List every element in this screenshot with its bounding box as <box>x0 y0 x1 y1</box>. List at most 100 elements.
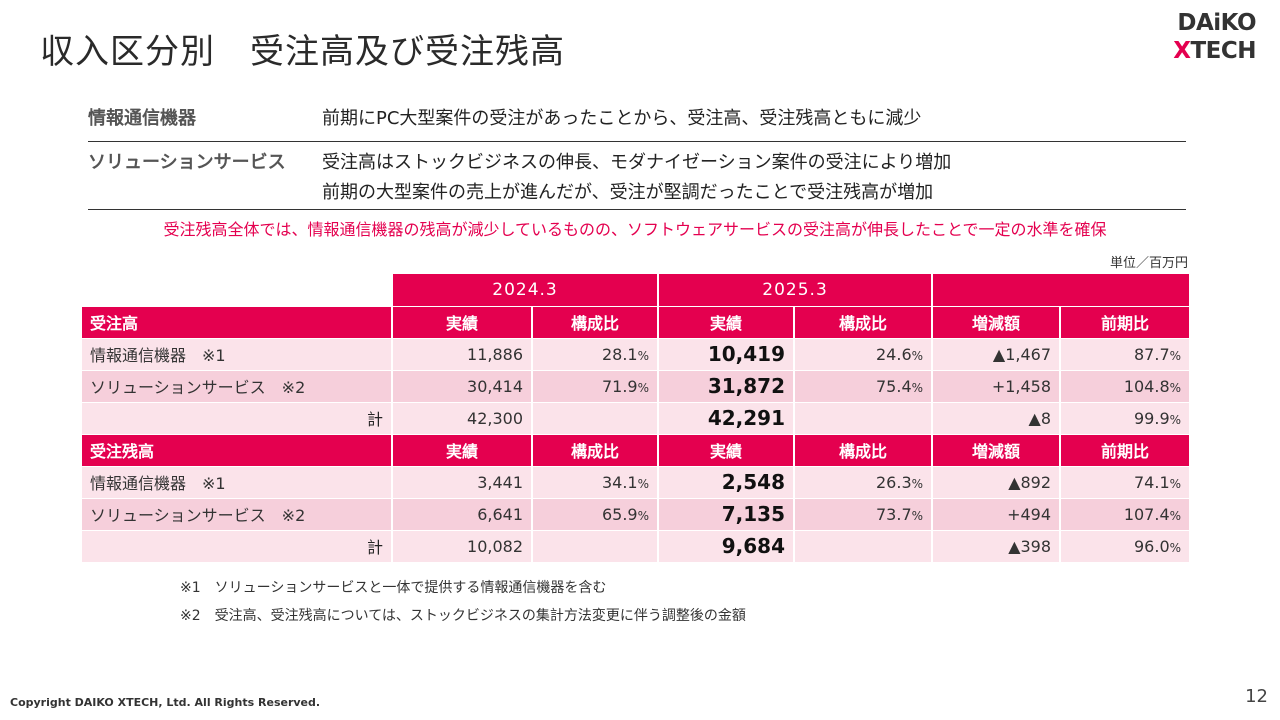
table-row: 情報通信機器 ※1 11,886 28.1% 10,419 24.6% ▲1,467 87.… <box>82 338 1192 371</box>
yoy-ratio: 87.7% <box>1060 338 1192 371</box>
company-logo: DAiKO XTECH <box>1160 10 1256 66</box>
percent-sign: % <box>637 508 650 523</box>
change-amount: +1,458 <box>932 370 1062 403</box>
ratio-2024-value: 65.9 <box>601 504 638 524</box>
footnote-1: ※1 ソリューションサービスと一体で提供する情報通信機器を含む <box>180 580 607 596</box>
yoy-ratio-value: 99.9 <box>1134 408 1170 428</box>
percent-sign: % <box>637 348 650 363</box>
yoy-ratio: 107.4% <box>1060 498 1192 531</box>
section-title: 受注高 <box>82 306 393 339</box>
yoy-ratio: 104.8% <box>1060 370 1192 403</box>
col-actual-2024: 実績 <box>392 434 533 467</box>
percent-sign: % <box>1169 476 1182 491</box>
ratio-2025 <box>794 530 934 563</box>
year-2025-header: 2025.3 <box>658 274 934 307</box>
summary-line: 受注高はストックビジネスの伸長、モダナイゼーション案件の受注により増加 <box>322 152 952 173</box>
table-row: 情報通信機器 ※1 3,441 34.1% 2,548 26.3% ▲892 74.1% <box>82 466 1192 499</box>
col-change: 増減額 <box>932 306 1062 339</box>
section-header-row: 受注残高 実績 構成比 実績 構成比 増減額 前期比 <box>82 434 1192 467</box>
actual-2024: 10,082 <box>392 530 533 563</box>
change-amount: ▲8 <box>932 402 1062 435</box>
ratio-2024 <box>532 402 660 435</box>
year-2024-header: 2024.3 <box>392 274 660 307</box>
col-ratio-2025: 構成比 <box>794 434 934 467</box>
ratio-2024-value: 71.9 <box>601 376 638 396</box>
row-label: 計 <box>82 530 393 563</box>
row-label: 計 <box>82 402 393 435</box>
footnotes: ※1 ソリューションサービスと一体で提供する情報通信機器を含む ※2 受注高、受… <box>180 574 746 630</box>
col-actual-2025: 実績 <box>658 434 796 467</box>
col-actual-2024: 実績 <box>392 306 533 339</box>
ratio-2024-value: 34.1 <box>601 472 638 492</box>
table-row: ソリューションサービス ※2 30,414 71.9% 31,872 75.4% +1,4… <box>82 370 1192 403</box>
percent-sign: % <box>911 508 924 523</box>
table-row: 計 10,082 9,684 ▲398 96.0% <box>82 530 1192 563</box>
actual-2024: 11,886 <box>392 338 533 371</box>
summary-line: 前期にPC大型案件の受注があったことから、受注高、受注残高ともに減少 <box>322 108 922 129</box>
col-yoy: 前期比 <box>1060 434 1192 467</box>
ratio-2025: 73.7% <box>794 498 934 531</box>
summary-text: 受注高はストックビジネスの伸長、モダナイゼーション案件の受注により増加 前期の大… <box>322 148 951 208</box>
ratio-2024: 71.9% <box>532 370 660 403</box>
ratio-2024-value: 28.1 <box>601 344 638 364</box>
yoy-ratio-value: 87.7 <box>1134 344 1170 364</box>
summary-row-solution: ソリューションサービス 受注高はストックビジネスの伸長、モダナイゼーション案件の… <box>88 148 1186 210</box>
actual-2025: 7,135 <box>658 498 796 531</box>
highlight-message: 受注残高全体では、情報通信機器の残高が減少しているものの、ソフトウェアサービスの… <box>163 220 1107 239</box>
yoy-ratio: 74.1% <box>1060 466 1192 499</box>
unit-label: 単位／百万円 <box>1109 256 1188 271</box>
summary-label: 情報通信機器 <box>88 108 196 129</box>
percent-sign: % <box>1169 540 1182 555</box>
year-header-row: 2024.3 2025.3 <box>82 274 1192 307</box>
actual-2025: 42,291 <box>658 402 796 435</box>
footnote-2: ※2 受注高、受注残高については、ストックビジネスの集計方法変更に伴う調整後の金… <box>180 608 746 624</box>
col-ratio-2024: 構成比 <box>532 306 660 339</box>
percent-sign: % <box>1169 380 1182 395</box>
orders-table: 2024.3 2025.3 受注高 実績 構成比 実績 構成比 増減額 前期比 情報通信機器 … <box>82 274 1192 563</box>
yoy-ratio: 96.0% <box>1060 530 1192 563</box>
actual-2025: 10,419 <box>658 338 796 371</box>
row-label: ソリューションサービス ※2 <box>82 498 393 531</box>
ratio-2024 <box>532 530 660 563</box>
actual-2025: 9,684 <box>658 530 796 563</box>
ratio-2025: 75.4% <box>794 370 934 403</box>
yoy-ratio: 99.9% <box>1060 402 1192 435</box>
actual-2024: 30,414 <box>392 370 533 403</box>
row-label: 情報通信機器 ※1 <box>82 466 393 499</box>
col-change: 増減額 <box>932 434 1062 467</box>
actual-2024: 42,300 <box>392 402 533 435</box>
summary-text: 前期にPC大型案件の受注があったことから、受注高、受注残高ともに減少 <box>322 104 921 134</box>
col-yoy: 前期比 <box>1060 306 1192 339</box>
yoy-ratio-value: 96.0 <box>1134 536 1170 556</box>
page-number: 12 <box>1245 686 1268 707</box>
percent-sign: % <box>911 476 924 491</box>
copyright: Copyright DAIKO XTECH, Ltd. All Rights R… <box>10 696 321 709</box>
percent-sign: % <box>1169 412 1182 427</box>
percent-sign: % <box>1169 348 1182 363</box>
logo-line1: DAiKO <box>1177 10 1256 36</box>
yoy-ratio-value: 104.8 <box>1123 376 1170 396</box>
change-amount: ▲1,467 <box>932 338 1062 371</box>
actual-2024: 3,441 <box>392 466 533 499</box>
page-title: 収入区分別 受注高及び受注残高 <box>40 32 565 72</box>
percent-sign: % <box>637 380 650 395</box>
percent-sign: % <box>637 476 650 491</box>
section-header-row: 受注高 実績 構成比 実績 構成比 増減額 前期比 <box>82 306 1192 339</box>
change-amount: ▲398 <box>932 530 1062 563</box>
percent-sign: % <box>1169 508 1182 523</box>
ratio-2024: 28.1% <box>532 338 660 371</box>
summary-line: 前期の大型案件の売上が進んだが、受注が堅調だったことで受注残高が増加 <box>322 182 934 203</box>
ratio-2025-value: 24.6 <box>876 344 912 364</box>
summary-row-equipment: 情報通信機器 前期にPC大型案件の受注があったことから、受注高、受注残高ともに減… <box>88 102 1186 142</box>
ratio-2025 <box>794 402 934 435</box>
ratio-2025: 24.6% <box>794 338 934 371</box>
yoy-ratio-value: 74.1 <box>1134 472 1170 492</box>
table-row: 計 42,300 42,291 ▲8 99.9% <box>82 402 1192 435</box>
actual-2024: 6,641 <box>392 498 533 531</box>
change-header-blank <box>932 274 1192 307</box>
row-label: 情報通信機器 ※1 <box>82 338 393 371</box>
yoy-ratio-value: 107.4 <box>1123 504 1170 524</box>
logo-line2: XTECH <box>1173 38 1256 64</box>
actual-2025: 2,548 <box>658 466 796 499</box>
logo-x-mark: X <box>1173 38 1191 64</box>
